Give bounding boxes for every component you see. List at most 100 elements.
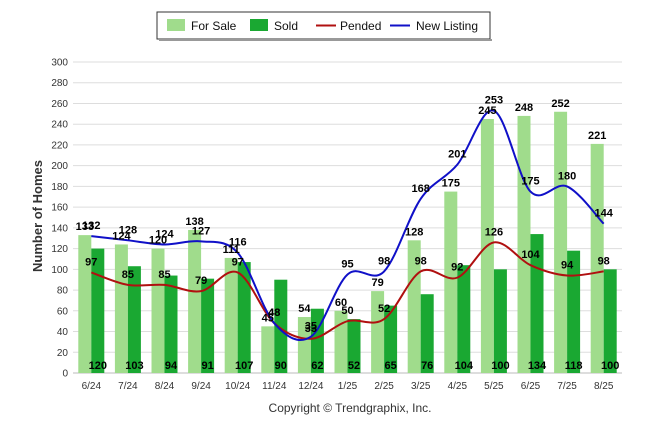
sold-value-label: 120 [89,360,107,372]
sold-value-label: 134 [528,360,547,372]
y-tick-label: 180 [51,182,68,193]
sold-bar [457,265,471,373]
sold-value-label: 100 [491,360,509,372]
x-tick-label: 10/24 [225,381,250,392]
sold-bar [384,305,398,373]
sold-value-label: 94 [165,360,178,372]
new-listing-value-label: 48 [268,307,280,319]
new-listing-value-label: 180 [558,170,576,182]
for-sale-bar [297,317,311,373]
pended-value-label: 97 [85,256,97,268]
for-sale-value-label: 138 [185,216,203,228]
y-tick-label: 200 [51,161,68,172]
y-tick-label: 60 [57,306,69,317]
sold-bar [347,319,361,373]
legend: For Sale Sold Pended New Listing [156,11,492,41]
x-axis-ticks: 6/24 7/24 8/24 9/24 10/24 11/24 12/24 1/25 2/25 3… [82,381,614,392]
for-sale-value-label: 248 [515,102,533,114]
pended-value-label: 85 [158,269,170,281]
for-sale-bar [188,229,202,373]
for-sale-value-label: 54 [298,303,311,315]
x-tick-label: 7/24 [118,381,138,392]
pended-value-label: 79 [195,275,207,287]
y-axis-label: Number of Homes [30,160,45,272]
x-tick-label: 6/24 [82,381,102,392]
sold-bar [420,294,434,373]
sold-bar [493,269,507,373]
for-sale-value-label: 45 [262,312,274,324]
for-sale-bar [517,115,531,373]
new-listing-value-label: 132 [82,220,100,232]
sold-value-label: 90 [275,360,287,372]
legend-label: Sold [274,19,298,33]
for-sale-bar [78,235,92,373]
for-sale-bar [224,257,238,373]
y-tick-label: 260 [51,99,68,110]
sold-bar [201,278,215,373]
x-tick-label: 2/25 [374,381,394,392]
sold-value-label: 91 [201,360,213,372]
for-sale-bar [114,244,128,373]
x-tick-label: 8/24 [155,381,175,392]
sold-value-label: 52 [348,360,360,372]
new-listing-line [91,109,605,342]
new-listing-value-label: 98 [378,255,390,267]
new-listing-value-label: 253 [485,95,503,107]
for-sale-bar [261,326,275,373]
for-sale-value-label: 133 [76,221,94,233]
x-tick-label: 3/25 [411,381,431,392]
copyright-text: Copyright © Trendgraphix, Inc. [269,401,432,415]
bars [78,111,617,374]
new-listing-value-label: 95 [341,259,353,271]
y-tick-label: 0 [62,369,68,380]
for-sale-value-label: 60 [335,297,347,309]
sold-value-label: 103 [125,360,143,372]
for-sale-value-label: 245 [478,105,496,117]
legend-label: For Sale [191,19,237,33]
sold-bar [127,266,141,373]
pended-value-label: 48 [268,307,280,319]
x-tick-label: 12/24 [298,381,323,392]
for-sale-bar [334,310,348,373]
new-listing-value-label: 175 [521,176,539,188]
new-listing-value-label: 128 [119,224,137,236]
sold-bar [164,275,178,373]
pended-value-label: 98 [598,255,610,267]
x-tick-label: 11/24 [262,381,287,392]
sold-value-label: 104 [455,360,474,372]
x-tick-label: 5/25 [484,381,504,392]
for-sale-value-label: 120 [149,235,167,247]
pended-value-label: 98 [415,255,427,267]
pended-value-label: 85 [122,269,134,281]
y-tick-label: 140 [51,223,68,234]
y-tick-label: 280 [51,78,68,89]
lines [90,109,605,342]
sold-bar [237,262,251,373]
pended-value-label: 50 [341,305,353,317]
new-listing-value-label: 127 [192,225,210,237]
sold-value-label: 107 [235,360,253,372]
y-tick-label: 160 [51,203,68,214]
x-tick-label: 8/25 [594,381,614,392]
y-tick-label: 300 [51,58,68,69]
for-sale-value-label: 124 [112,230,131,242]
y-tick-label: 120 [51,244,68,255]
pended-line [90,241,604,340]
pended-value-label: 104 [521,249,540,261]
sold-value-label: 100 [601,360,619,372]
legend-label: Pended [340,19,381,33]
x-tick-label: 7/25 [557,381,577,392]
pended-value-label: 92 [451,262,463,274]
sold-legend-swatch [250,19,268,31]
sold-bar [567,250,581,373]
x-tick-label: 1/25 [338,381,358,392]
x-tick-label: 9/24 [191,381,211,392]
sold-value-label: 65 [384,360,396,372]
for-sale-bar [554,111,568,373]
sold-value-label: 76 [421,360,433,372]
pended-value-label: 94 [561,260,574,272]
y-tick-label: 100 [51,265,68,276]
new-listing-value-label: 201 [448,149,466,161]
for-sale-value-label: 175 [442,178,460,190]
